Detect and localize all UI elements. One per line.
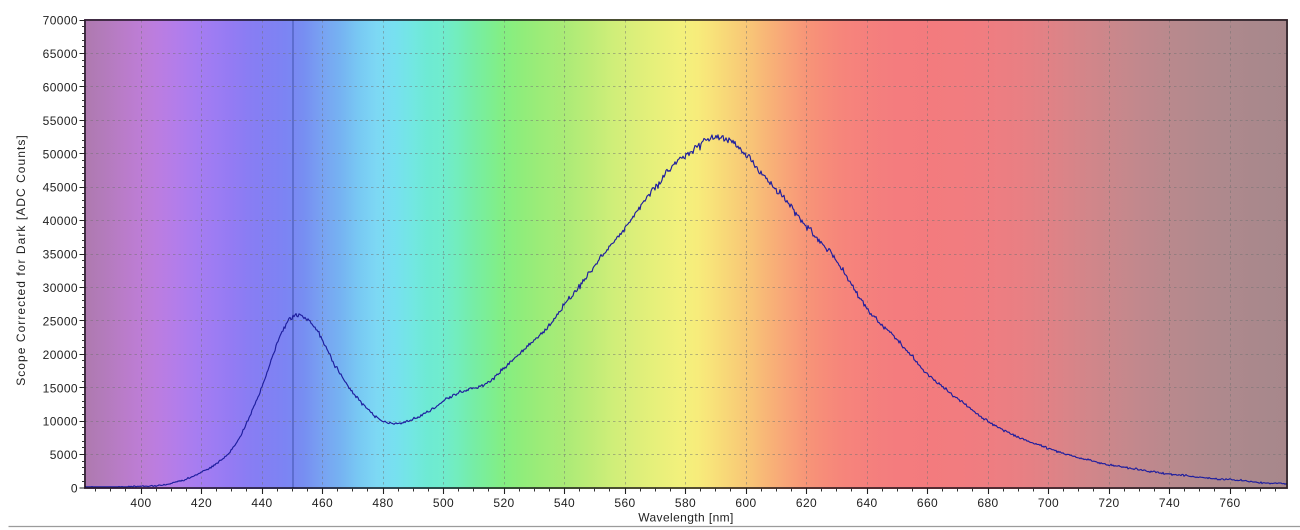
svg-text:540: 540 <box>554 496 575 510</box>
svg-text:740: 740 <box>1159 496 1180 510</box>
svg-text:580: 580 <box>675 496 696 510</box>
svg-text:760: 760 <box>1219 496 1240 510</box>
svg-text:720: 720 <box>1098 496 1119 510</box>
svg-text:640: 640 <box>856 496 877 510</box>
svg-text:70000: 70000 <box>43 14 78 28</box>
svg-text:65000: 65000 <box>43 47 78 61</box>
svg-text:45000: 45000 <box>43 181 78 195</box>
svg-text:680: 680 <box>977 496 998 510</box>
svg-text:400: 400 <box>130 496 151 510</box>
svg-text:60000: 60000 <box>43 81 78 95</box>
svg-text:Scope Corrected for Dark [ADC: Scope Corrected for Dark [ADC Counts] <box>14 134 28 386</box>
svg-text:0: 0 <box>71 482 78 496</box>
svg-text:660: 660 <box>917 496 938 510</box>
svg-text:30000: 30000 <box>43 281 78 295</box>
svg-text:5000: 5000 <box>50 448 78 462</box>
svg-text:15000: 15000 <box>43 381 78 395</box>
svg-text:440: 440 <box>251 496 272 510</box>
svg-text:700: 700 <box>1038 496 1059 510</box>
svg-text:500: 500 <box>433 496 454 510</box>
svg-text:620: 620 <box>796 496 817 510</box>
svg-text:55000: 55000 <box>43 114 78 128</box>
svg-text:35000: 35000 <box>43 248 78 262</box>
svg-text:480: 480 <box>372 496 393 510</box>
svg-text:560: 560 <box>614 496 635 510</box>
svg-text:25000: 25000 <box>43 315 78 329</box>
svg-text:520: 520 <box>493 496 514 510</box>
svg-text:Wavelength [nm]: Wavelength [nm] <box>638 511 734 525</box>
svg-text:420: 420 <box>191 496 212 510</box>
svg-text:10000: 10000 <box>43 415 78 429</box>
svg-text:600: 600 <box>735 496 756 510</box>
svg-text:50000: 50000 <box>43 147 78 161</box>
svg-text:460: 460 <box>312 496 333 510</box>
svg-text:40000: 40000 <box>43 214 78 228</box>
svg-text:20000: 20000 <box>43 348 78 362</box>
